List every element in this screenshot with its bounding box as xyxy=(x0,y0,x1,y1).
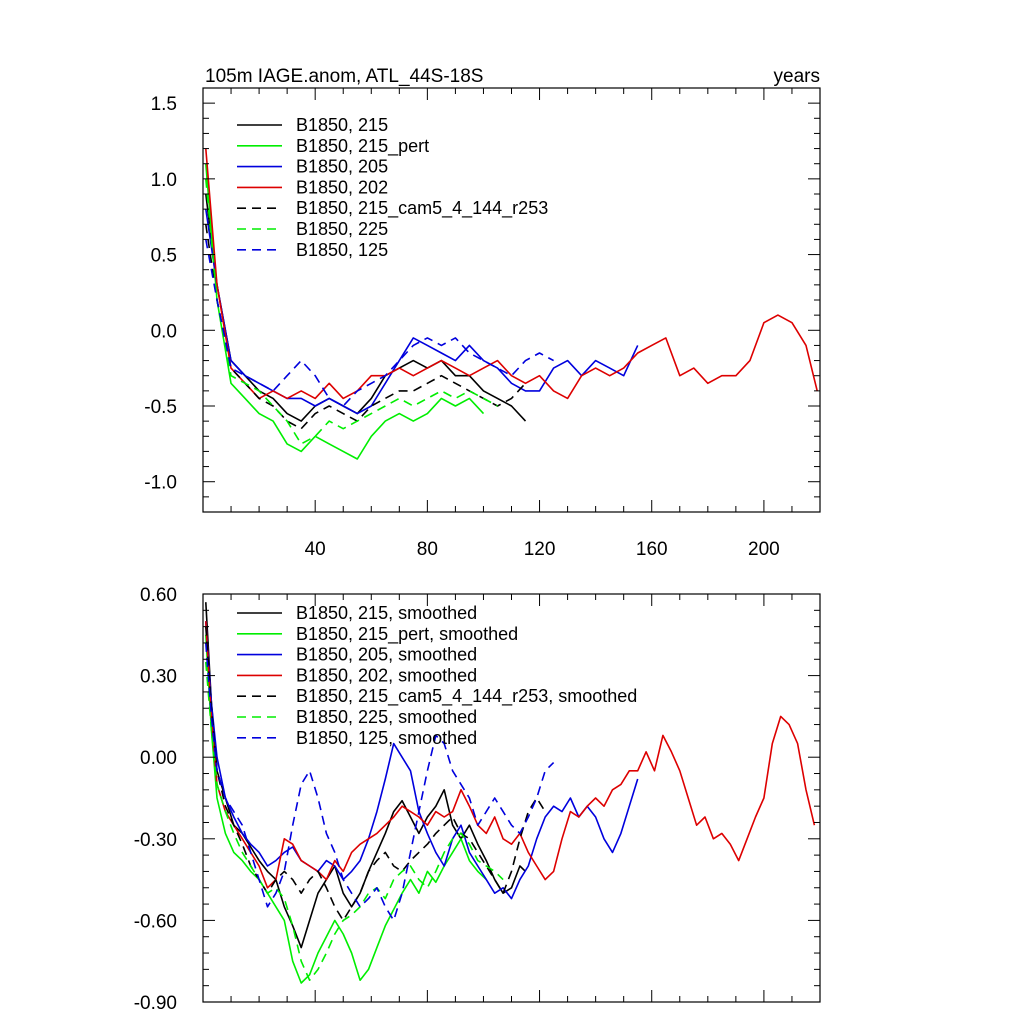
y-tick-label: 0.00 xyxy=(140,748,177,769)
y-tick-label: 1.0 xyxy=(151,170,177,191)
y-tick-label: 0.30 xyxy=(140,667,177,688)
legend-label: B1850, 202 xyxy=(296,177,388,197)
series-line-6 xyxy=(205,178,498,445)
series-line-4 xyxy=(205,148,818,400)
x-tick-label: 200 xyxy=(748,539,780,560)
top-plot-area: 40 80 120 160 200 -1.0 -0.5 0.0 0.5 1.0 1.5 B1850, … xyxy=(144,87,821,560)
series-group xyxy=(205,602,816,984)
legend-label: B1850, 205, smoothed xyxy=(296,645,477,665)
series-line-2 xyxy=(205,634,487,984)
bottom-plot-area: -0.90 -0.60 -0.30 0.00 0.30 0.60 B1850, 215, s… xyxy=(134,585,821,1014)
x-tick-label: 160 xyxy=(636,539,668,560)
y-tick-label: 1.5 xyxy=(151,94,177,115)
legend-label: B1850, 215_pert xyxy=(296,136,429,157)
y-tick-label: 0.60 xyxy=(140,585,177,606)
legend-label: B1850, 215_cam5_4_144_r253 xyxy=(296,198,548,219)
legend-label: B1850, 225 xyxy=(296,219,388,239)
series-line-4 xyxy=(205,621,816,889)
x-tick-label: 40 xyxy=(305,539,326,560)
y-tick-label: -0.5 xyxy=(144,397,177,418)
y-tick-label: 0.0 xyxy=(151,321,177,342)
legend-label: B1850, 202, smoothed xyxy=(296,665,477,685)
legend-label: B1850, 215_cam5_4_144_r253, smoothed xyxy=(296,686,637,707)
series-group xyxy=(205,148,818,460)
y-tick-label: -0.90 xyxy=(134,993,177,1014)
series-line-7 xyxy=(205,239,554,407)
x-tick-label: 80 xyxy=(417,539,438,560)
top-title-right: years xyxy=(774,66,820,87)
legend-label: B1850, 215_pert, smoothed xyxy=(296,624,518,645)
series-line-7 xyxy=(205,642,555,922)
series-line-3 xyxy=(205,208,639,415)
legend-label: B1850, 215, smoothed xyxy=(296,603,477,623)
x-tick-label: 120 xyxy=(524,539,556,560)
top-title-left: 105m IAGE.anom, ATL_44S-18S xyxy=(205,66,483,87)
y-tick-label: -0.30 xyxy=(134,830,177,851)
series-line-2 xyxy=(205,163,485,460)
bottom-panel: -0.90 -0.60 -0.30 0.00 0.30 0.60 B1850, 215, s… xyxy=(134,585,821,1014)
y-tick-label: 0.5 xyxy=(151,246,177,267)
y-tick-label: -1.0 xyxy=(144,473,177,494)
legend-label: B1850, 125, smoothed xyxy=(296,728,477,748)
legend-label: B1850, 125 xyxy=(296,240,388,260)
legend-label: B1850, 205 xyxy=(296,157,388,177)
legend-label: B1850, 215 xyxy=(296,115,388,135)
series-line-1 xyxy=(205,602,527,949)
legend-label: B1850, 225, smoothed xyxy=(296,707,477,727)
y-tick-label: -0.60 xyxy=(134,911,177,932)
series-line-6 xyxy=(205,661,504,982)
top-panel: 105m IAGE.anom, ATL_44S-18S years 40 80 12… xyxy=(144,66,821,560)
series-line-1 xyxy=(205,193,527,422)
